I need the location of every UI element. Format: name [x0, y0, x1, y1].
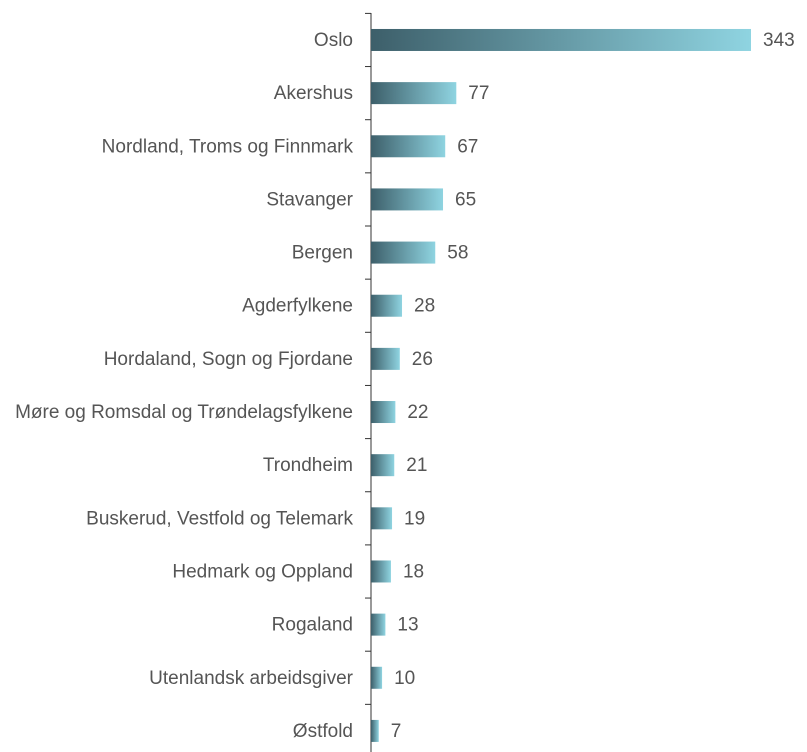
- value-label: 28: [414, 296, 435, 317]
- bar: [371, 28, 751, 51]
- category-label: Stavanger: [266, 189, 353, 210]
- category-label: Rogaland: [272, 615, 353, 636]
- bar: [371, 560, 391, 583]
- value-label: 343: [763, 30, 795, 51]
- category-label: Hedmark og Oppland: [172, 561, 353, 582]
- category-label: Bergen: [292, 243, 353, 264]
- bar: [371, 294, 403, 317]
- bar: [371, 82, 457, 105]
- bar: [371, 241, 436, 264]
- category-label: Nordland, Troms og Finnmark: [102, 136, 354, 157]
- value-label: 18: [403, 561, 424, 582]
- bar: [371, 454, 395, 477]
- bar: [371, 135, 446, 158]
- category-label: Agderfylkene: [242, 296, 353, 317]
- category-label: Buskerud, Vestfold og Telemark: [86, 508, 353, 529]
- category-label: Østfold: [293, 721, 353, 742]
- value-label: 7: [391, 721, 402, 742]
- value-label: 19: [404, 508, 425, 529]
- value-label: 21: [406, 455, 427, 476]
- bar: [371, 401, 396, 424]
- category-label: Oslo: [314, 30, 353, 51]
- value-label: 65: [455, 189, 476, 210]
- bar: [371, 507, 393, 530]
- value-label: 67: [457, 136, 478, 157]
- value-label: 10: [394, 668, 415, 689]
- category-label: Hordaland, Sogn og Fjordane: [104, 349, 353, 370]
- value-label: 22: [407, 402, 428, 423]
- bar: [371, 613, 386, 636]
- category-label: Møre og Romsdal og Trøndelagsfylkene: [15, 402, 353, 423]
- category-label: Akershus: [274, 83, 353, 104]
- value-label: 77: [468, 83, 489, 104]
- bar: [371, 719, 379, 742]
- bar: [371, 347, 400, 370]
- category-label: Utenlandsk arbeidsgiver: [149, 668, 354, 689]
- category-label: Trondheim: [263, 455, 353, 476]
- bar: [371, 188, 444, 211]
- bar: [371, 666, 383, 689]
- value-label: 13: [397, 615, 418, 636]
- value-label: 26: [412, 349, 433, 370]
- value-label: 58: [447, 243, 468, 264]
